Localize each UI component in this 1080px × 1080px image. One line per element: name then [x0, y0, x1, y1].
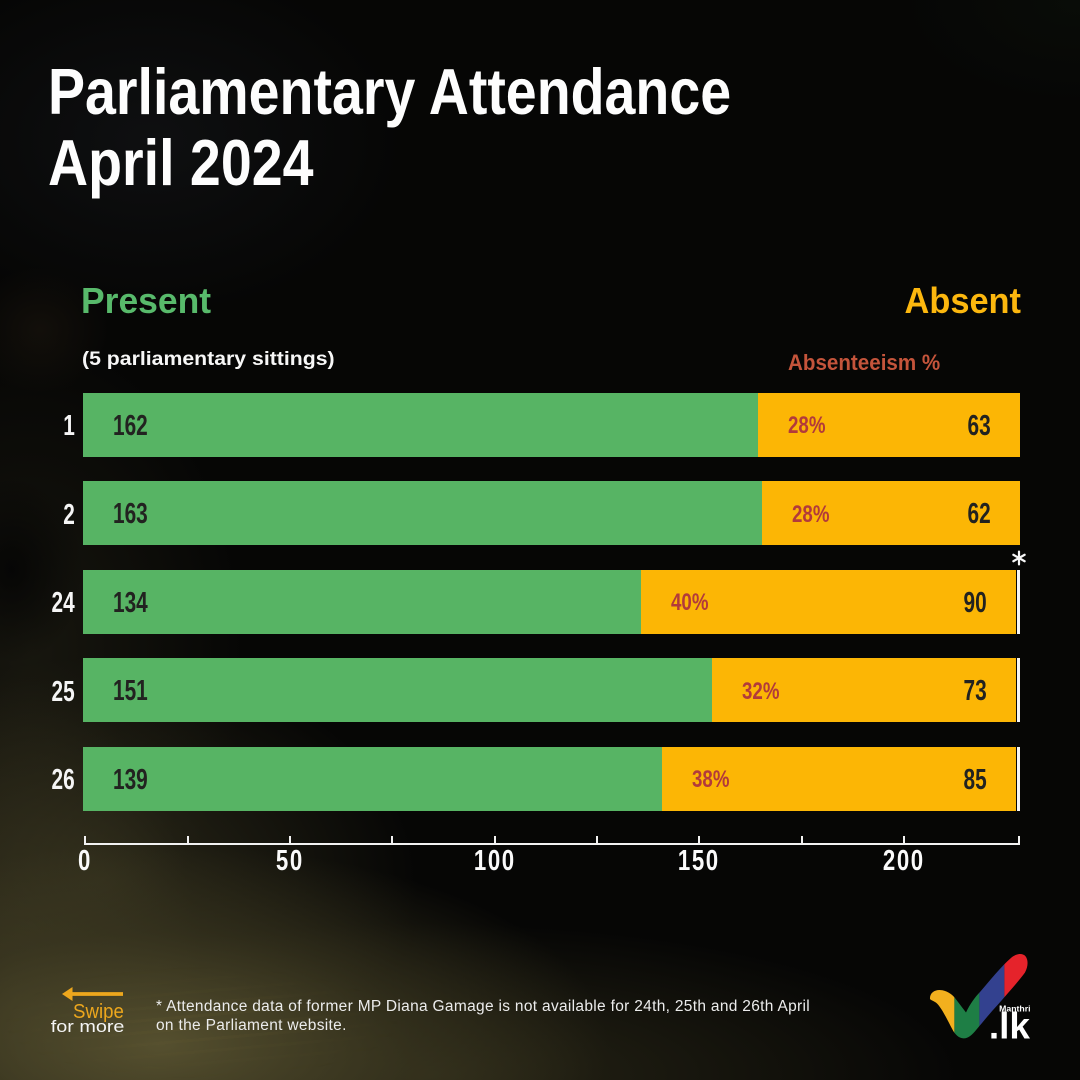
svg-text:.lk: .lk — [989, 1006, 1031, 1047]
svg-text:Manthri: Manthri — [999, 1004, 1030, 1014]
